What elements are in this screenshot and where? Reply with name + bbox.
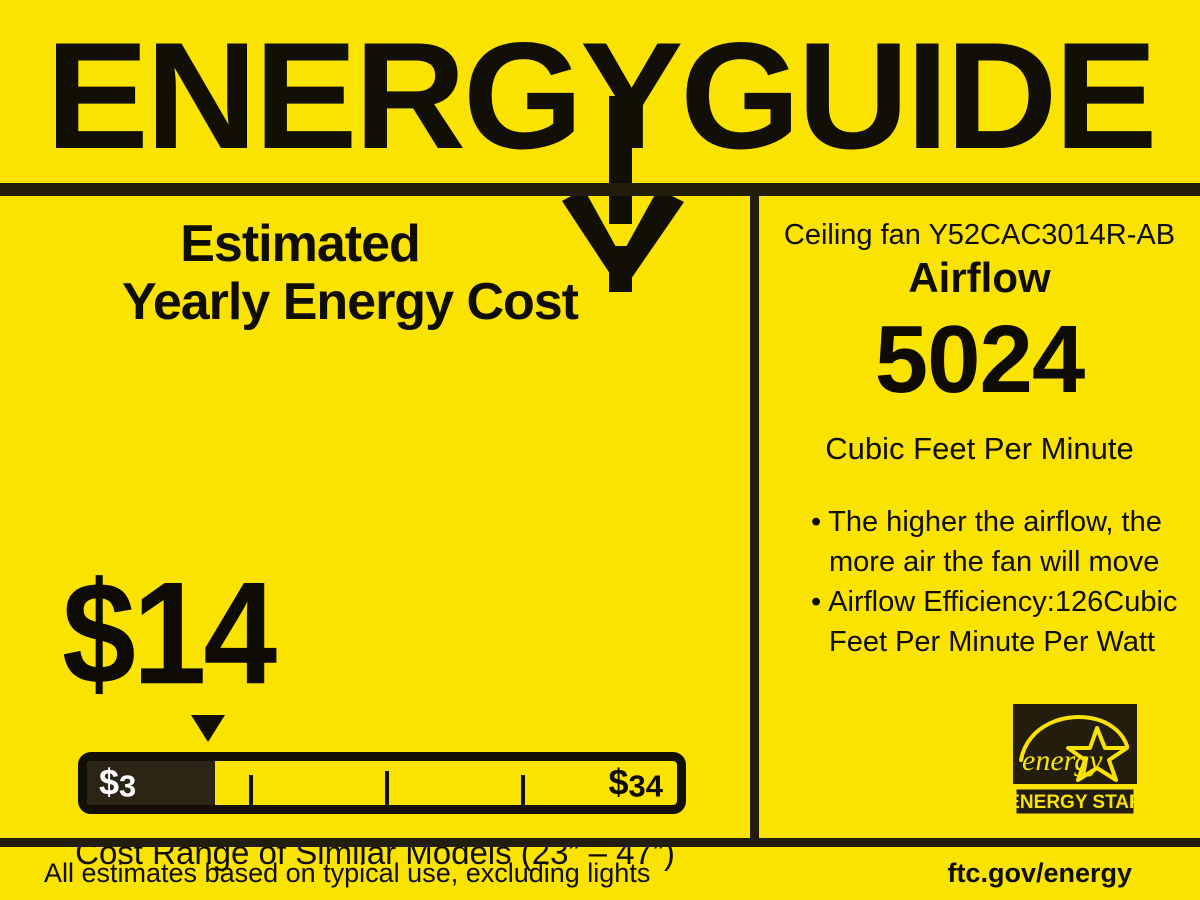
cost-range-low-label: $3 (99, 762, 136, 805)
label-footer: All estimates based on typical use, excl… (0, 847, 1200, 900)
right-bullet-text: The higher the airflow, the more air the… (828, 506, 1162, 578)
cost-range-high-currency: $ (608, 761, 629, 803)
bullet-dot-icon: • (811, 586, 822, 618)
airflow-units-label: Cubic Feet Per Minute (825, 431, 1134, 466)
model-name-text: Ceiling fan Y52CAC3014R-AB (783, 219, 1176, 251)
cost-range-low-value: 3 (119, 768, 137, 804)
right-panel: Ceiling fan Y52CAC3014R-AB Airflow 5024 … (759, 196, 1200, 838)
right-bullet-item: • The higher the airflow, the more air th… (811, 502, 1200, 582)
cost-range-high-value: 34 (628, 768, 663, 804)
energyguide-wordmark: ENERGYGUIDE (45, 10, 1158, 181)
energy-star-wordmark: ENERGY STAR (1013, 792, 1137, 813)
cost-range-tick-1 (249, 775, 253, 805)
right-bullet-list: • The higher the airflow, the more air th… (811, 502, 1200, 662)
footer-divider-rule (0, 838, 1200, 847)
cost-range-tick-3 (521, 775, 525, 805)
cost-range-fill (87, 761, 215, 805)
cost-range-low-currency: $ (99, 761, 120, 803)
label-header: ENERGYGUIDE (0, 0, 1200, 183)
cost-range-tick-2 (385, 771, 389, 805)
right-bullet-text: Airflow Efficiency:126Cubic Feet Per Min… (828, 586, 1178, 658)
footer-note-text: All estimates based on typical use, excl… (44, 858, 651, 888)
estimated-yearly-cost-value: $14 (62, 551, 277, 715)
cost-range-bar: $3 $34 (78, 752, 686, 814)
energy-star-logo: energy ENERGY STAR (1013, 704, 1137, 817)
svg-text:energy: energy (1022, 744, 1103, 777)
bullet-dot-icon: • (811, 506, 822, 538)
cost-range-high-label: $34 (608, 762, 663, 805)
column-divider-rule (750, 196, 759, 838)
airflow-value: 5024 (874, 306, 1086, 413)
left-panel: Estimated Yearly Energy Cost $14 $3 $34 … (0, 196, 750, 871)
header-divider-rule (0, 183, 1200, 196)
estimated-cost-heading-line2: Yearly Energy Cost (122, 273, 579, 331)
estimated-cost-heading-line1: Estimated (180, 215, 421, 273)
right-bullet-item: • Airflow Efficiency:126Cubic Feet Per Mi… (811, 582, 1200, 662)
airflow-heading: Airflow (908, 254, 1051, 301)
cost-range-marker-triangle (191, 715, 225, 742)
footer-url-text: ftc.gov/energy (947, 858, 1132, 888)
